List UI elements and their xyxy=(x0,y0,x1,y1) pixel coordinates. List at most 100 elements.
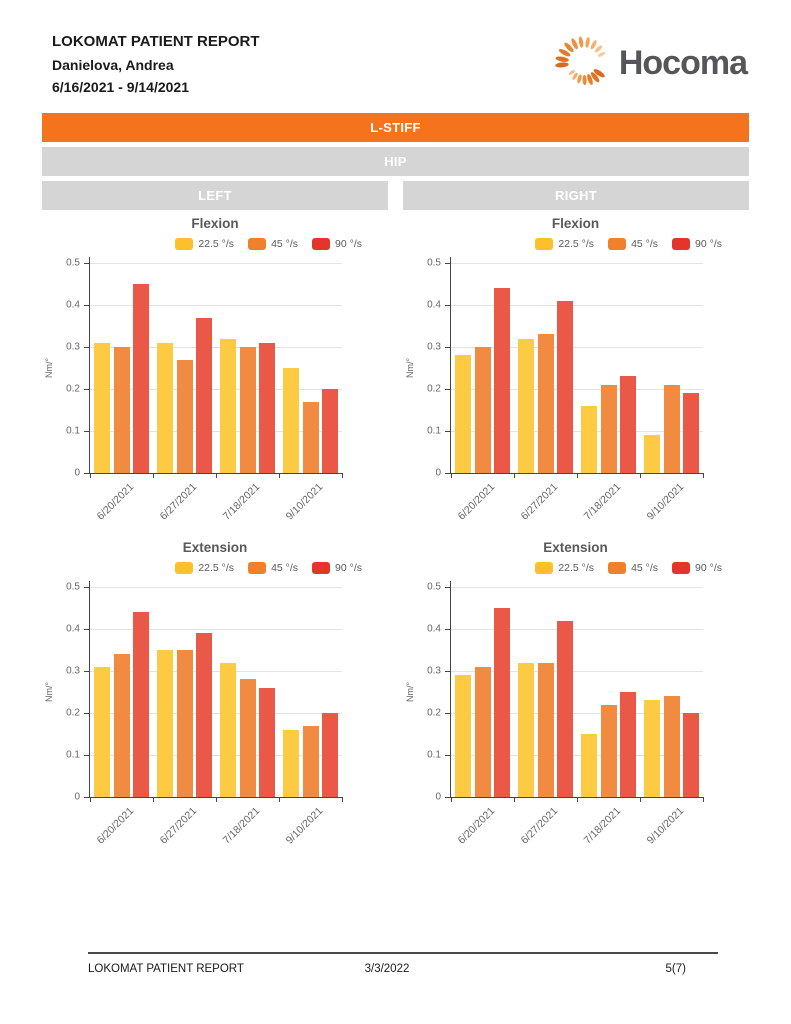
bar xyxy=(133,284,149,473)
legend-swatch xyxy=(672,562,691,574)
y-tick xyxy=(84,713,89,714)
bar xyxy=(581,405,597,473)
bar xyxy=(474,347,491,473)
grid-line xyxy=(451,755,703,756)
bar xyxy=(220,338,236,473)
legend-label: 90 °/s xyxy=(695,562,722,574)
legend-label: 22.5 °/s xyxy=(558,562,595,574)
logo-petal xyxy=(593,69,605,78)
y-tick-label: 0.1 xyxy=(66,425,80,437)
logo-petal xyxy=(594,45,602,53)
legend-item: 22.5 °/s xyxy=(175,238,234,250)
logo-petal xyxy=(590,40,597,50)
bar xyxy=(196,317,212,473)
y-axis-label: Nm/° xyxy=(405,357,416,379)
logo-petal xyxy=(568,70,575,76)
y-tick xyxy=(445,587,450,588)
y-tick xyxy=(84,347,89,348)
grid-line xyxy=(90,305,342,306)
y-tick xyxy=(84,431,89,432)
y-tick-label: 0.4 xyxy=(66,299,80,311)
x-tick xyxy=(514,473,515,478)
y-tick-label: 0.5 xyxy=(427,581,441,593)
footer-date: 3/3/2022 xyxy=(364,963,410,975)
y-tick-label: 0.4 xyxy=(427,299,441,311)
bar xyxy=(157,650,173,797)
report-header: LOKOMAT PATIENT REPORT Danielova, Andrea… xyxy=(0,0,791,98)
chart-legend: 22.5 °/s 45 °/s 90 °/s xyxy=(403,562,748,574)
legend-item: 45 °/s xyxy=(608,562,658,574)
footer-title: LOKOMAT PATIENT REPORT xyxy=(88,963,244,975)
legend-item: 90 °/s xyxy=(312,562,362,574)
report-footer: LOKOMAT PATIENT REPORT 3/3/2022 5(7) xyxy=(88,952,718,975)
report-title: LOKOMAT PATIENT REPORT xyxy=(52,33,260,50)
y-tick-label: 0.5 xyxy=(66,257,80,269)
legend-label: 90 °/s xyxy=(335,562,362,574)
y-tick xyxy=(445,305,450,306)
bar xyxy=(94,342,110,473)
y-tick xyxy=(445,797,450,798)
x-tick xyxy=(90,797,91,802)
grid-line xyxy=(90,629,342,630)
bar xyxy=(322,713,338,797)
y-tick-label: 0.4 xyxy=(66,623,80,635)
grid-line xyxy=(90,713,342,714)
x-tick xyxy=(216,797,217,802)
grid-line xyxy=(90,587,342,588)
logo-petal xyxy=(582,74,587,86)
bar xyxy=(302,725,319,797)
legend-label: 22.5 °/s xyxy=(198,238,235,250)
grid-line xyxy=(451,587,703,588)
logo-petal xyxy=(572,72,578,80)
logo-petal xyxy=(578,36,584,48)
bar xyxy=(644,435,660,473)
y-tick xyxy=(84,389,89,390)
plot-area: Nm/° 0 0.1 0.2 0.3 0.4 0.5 6/20/2021 6/27/2021 7/… xyxy=(44,581,343,847)
hocoma-swirl-icon xyxy=(555,36,606,86)
plot-area: Nm/° 0 0.1 0.2 0.3 0.4 0.5 6/20/2021 6/27/2021 7/… xyxy=(405,257,704,523)
x-tick xyxy=(342,797,343,802)
legend-swatch xyxy=(608,562,627,574)
grid-line xyxy=(451,629,703,630)
legend-item: 45 °/s xyxy=(248,562,298,574)
legend-swatch xyxy=(248,562,267,574)
x-tick xyxy=(279,473,280,478)
bar xyxy=(620,692,636,797)
grid-line xyxy=(451,713,703,714)
legend-swatch xyxy=(175,238,194,250)
chart-legend: 22.5 °/s 45 °/s 90 °/s xyxy=(403,238,748,250)
grid-line xyxy=(90,671,342,672)
y-tick xyxy=(445,713,450,714)
title-block: LOKOMAT PATIENT REPORT Danielova, Andrea… xyxy=(52,30,260,98)
y-axis-label: Nm/° xyxy=(44,357,55,379)
x-tick xyxy=(703,473,704,478)
legend-swatch xyxy=(672,238,691,250)
legend-item: 45 °/s xyxy=(608,238,658,250)
legend-item: 22.5 °/s xyxy=(175,562,234,574)
chart-left-extension: Extension 22.5 °/s 45 °/s 90 °/s Nm/° 0 0.1 0.2… xyxy=(42,540,388,856)
legend-label: 45 °/s xyxy=(631,562,659,574)
legend-label: 90 °/s xyxy=(335,238,362,250)
y-tick-label: 0.3 xyxy=(66,341,80,353)
bar xyxy=(113,654,130,797)
y-tick-label: 0.4 xyxy=(427,623,441,635)
bar xyxy=(283,729,299,797)
y-tick-label: 0.1 xyxy=(427,749,441,761)
legend-swatch xyxy=(312,562,331,574)
x-tick xyxy=(577,473,578,478)
grid-line xyxy=(90,755,342,756)
logo-petal xyxy=(577,74,582,84)
y-tick xyxy=(445,473,450,474)
bar xyxy=(537,662,554,797)
y-tick xyxy=(84,305,89,306)
logo-text: Hocoma xyxy=(618,43,748,82)
patient-name: Danielova, Andrea xyxy=(52,57,174,73)
legend-swatch xyxy=(535,562,554,574)
bar xyxy=(133,612,149,797)
bar xyxy=(683,713,699,797)
logo-petal xyxy=(558,49,571,57)
legend-label: 45 °/s xyxy=(271,562,299,574)
bar xyxy=(620,376,636,473)
bar xyxy=(455,675,471,797)
